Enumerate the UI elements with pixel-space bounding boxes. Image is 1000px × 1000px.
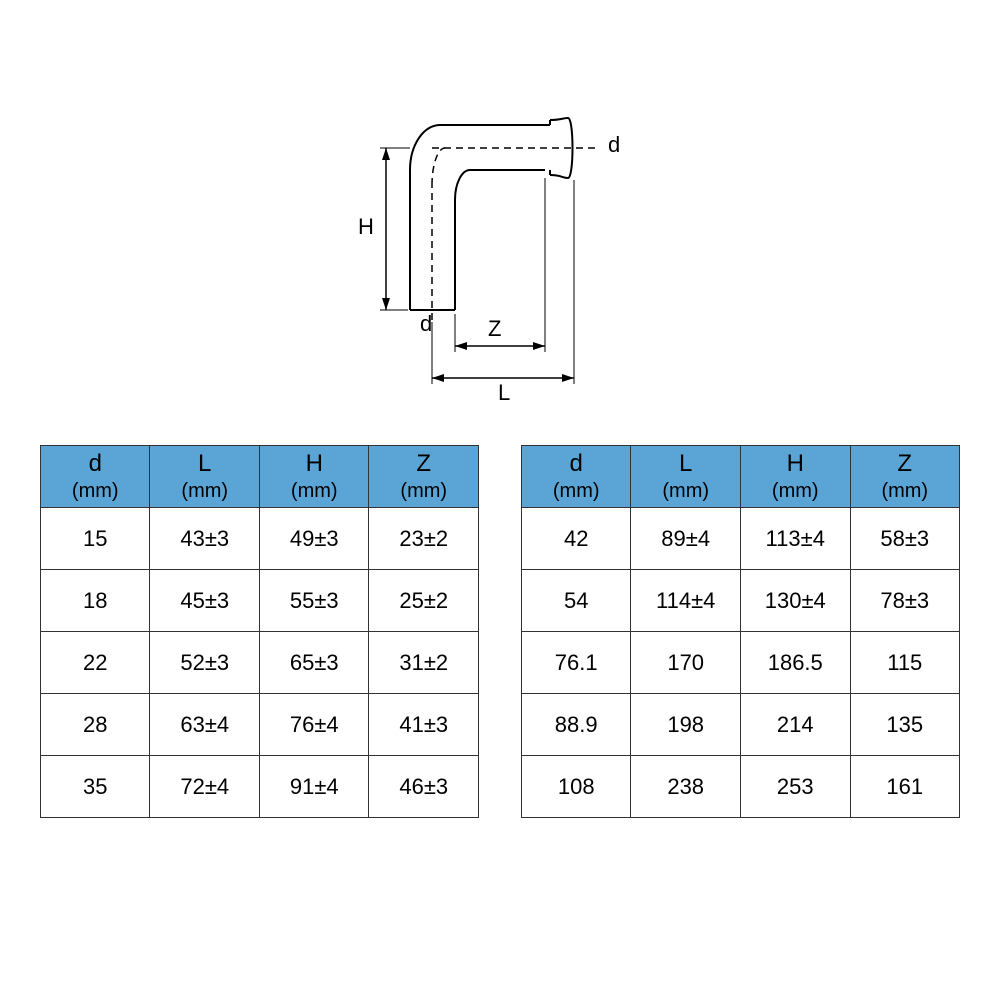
cell: 214 (740, 694, 850, 756)
cell: 115 (850, 632, 959, 694)
cell: 88.9 (522, 694, 631, 756)
cell: 238 (631, 756, 741, 818)
cell: 41±3 (369, 694, 479, 756)
cell: 89±4 (631, 508, 741, 570)
cell: 18 (41, 570, 150, 632)
col-header: H(mm) (259, 446, 369, 508)
table-row: 22 52±3 65±3 31±2 (41, 632, 479, 694)
col-header: d(mm) (522, 446, 631, 508)
cell: 35 (41, 756, 150, 818)
table-header-row: d(mm) L(mm) H(mm) Z(mm) (522, 446, 960, 508)
table-row: 28 63±4 76±4 41±3 (41, 694, 479, 756)
cell: 170 (631, 632, 741, 694)
cell: 135 (850, 694, 959, 756)
cell: 114±4 (631, 570, 741, 632)
cell: 23±2 (369, 508, 479, 570)
diagram-label-d-left: d (420, 311, 432, 337)
col-header: Z(mm) (369, 446, 479, 508)
cell: 65±3 (259, 632, 369, 694)
cell: 72±4 (150, 756, 260, 818)
cell: 49±3 (259, 508, 369, 570)
cell: 46±3 (369, 756, 479, 818)
cell: 55±3 (259, 570, 369, 632)
diagram-label-d-top: d (608, 132, 620, 158)
table-header-row: d(mm) L(mm) H(mm) Z(mm) (41, 446, 479, 508)
cell: 130±4 (740, 570, 850, 632)
cell: 108 (522, 756, 631, 818)
diagram-svg (350, 90, 650, 390)
cell: 63±4 (150, 694, 260, 756)
cell: 42 (522, 508, 631, 570)
cell: 15 (41, 508, 150, 570)
table-row: 15 43±3 49±3 23±2 (41, 508, 479, 570)
cell: 76.1 (522, 632, 631, 694)
table-row: 76.1 170 186.5 115 (522, 632, 960, 694)
table-row: 18 45±3 55±3 25±2 (41, 570, 479, 632)
col-header: Z(mm) (850, 446, 959, 508)
col-header: L(mm) (150, 446, 260, 508)
cell: 43±3 (150, 508, 260, 570)
dimension-table-left: d(mm) L(mm) H(mm) Z(mm) 15 43±3 49±3 23±… (40, 445, 479, 818)
table-row: 54 114±4 130±4 78±3 (522, 570, 960, 632)
cell: 186.5 (740, 632, 850, 694)
dimension-table-right: d(mm) L(mm) H(mm) Z(mm) 42 89±4 113±4 58… (521, 445, 960, 818)
cell: 113±4 (740, 508, 850, 570)
cell: 91±4 (259, 756, 369, 818)
diagram-label-L: L (498, 380, 510, 406)
cell: 22 (41, 632, 150, 694)
elbow-diagram: d d H Z L (350, 90, 650, 390)
cell: 76±4 (259, 694, 369, 756)
cell: 253 (740, 756, 850, 818)
cell: 52±3 (150, 632, 260, 694)
cell: 78±3 (850, 570, 959, 632)
diagram-label-H: H (358, 214, 374, 240)
diagram-label-Z: Z (488, 316, 501, 342)
cell: 54 (522, 570, 631, 632)
col-header: H(mm) (740, 446, 850, 508)
col-header: L(mm) (631, 446, 741, 508)
cell: 45±3 (150, 570, 260, 632)
cell: 25±2 (369, 570, 479, 632)
cell: 198 (631, 694, 741, 756)
table-row: 35 72±4 91±4 46±3 (41, 756, 479, 818)
cell: 31±2 (369, 632, 479, 694)
cell: 161 (850, 756, 959, 818)
cell: 28 (41, 694, 150, 756)
cell: 58±3 (850, 508, 959, 570)
col-header: d(mm) (41, 446, 150, 508)
table-row: 42 89±4 113±4 58±3 (522, 508, 960, 570)
tables-container: d(mm) L(mm) H(mm) Z(mm) 15 43±3 49±3 23±… (40, 445, 960, 818)
table-row: 108 238 253 161 (522, 756, 960, 818)
table-row: 88.9 198 214 135 (522, 694, 960, 756)
